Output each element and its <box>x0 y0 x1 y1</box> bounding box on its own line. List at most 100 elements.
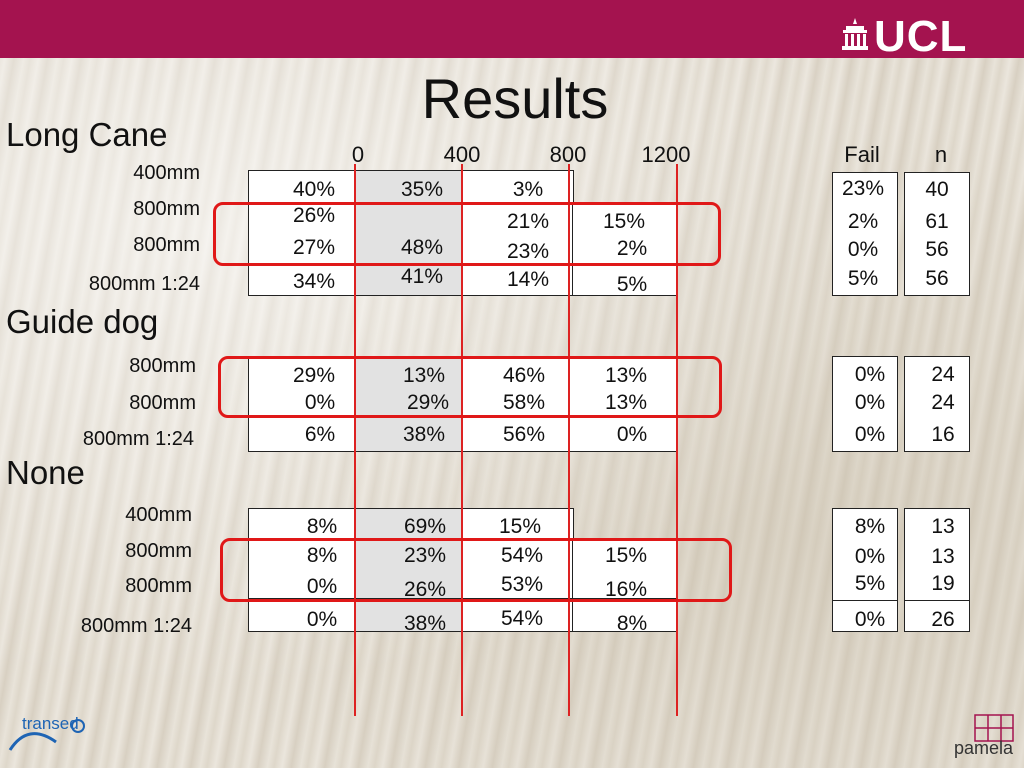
table-cell: 69% <box>403 515 447 538</box>
n-cell: 24 <box>931 363 955 386</box>
fail-cell: 0% <box>847 238 879 261</box>
table-cell: 8% <box>306 515 338 538</box>
fail-cell: 5% <box>854 572 886 595</box>
highlight-box <box>220 538 732 602</box>
fail-cell: 0% <box>854 391 886 414</box>
fail-cell: 0% <box>854 423 886 446</box>
table-cell: 38% <box>403 612 447 635</box>
highlight-box <box>218 356 722 418</box>
row-label: 800mm <box>125 540 192 562</box>
table-cell: 3% <box>512 178 544 201</box>
section-label-long-cane: Long Cane <box>6 116 168 153</box>
tick-0: 0 <box>351 142 365 167</box>
row-label: 400mm <box>125 504 192 526</box>
pamela-logo-text: pamela <box>954 738 1014 758</box>
row-divider <box>833 600 897 601</box>
row-divider <box>905 600 969 601</box>
table-cell: 15% <box>498 515 542 538</box>
table-cell: 27% <box>292 236 336 259</box>
table-cell: 8% <box>616 612 648 635</box>
fail-cell: 5% <box>847 267 879 290</box>
table-cell: 13% <box>402 364 446 387</box>
table-cell: 21% <box>506 210 550 233</box>
tick-400: 400 <box>443 142 481 167</box>
table-cell: 29% <box>292 364 336 387</box>
n-cell: 16 <box>931 423 955 446</box>
table-cell: 0% <box>306 608 338 631</box>
pamela-grid-icon <box>974 714 1014 742</box>
table-cell: 48% <box>400 236 444 259</box>
n-cell: 26 <box>931 608 955 631</box>
portico-icon <box>842 18 868 50</box>
n-column-box <box>904 172 970 296</box>
table-cell: 16% <box>604 578 648 601</box>
table-cell: 29% <box>406 391 450 414</box>
table-cell: 35% <box>400 178 444 201</box>
n-cell: 13 <box>931 515 955 538</box>
row-label: 400mm <box>133 162 200 184</box>
none-table-extension <box>572 540 678 632</box>
table-cell: 38% <box>402 423 446 446</box>
fail-header: Fail <box>844 142 880 167</box>
table-cell: 41% <box>400 265 444 288</box>
fail-cell: 8% <box>854 515 886 538</box>
row-label: 800mm <box>125 575 192 597</box>
marker-line-1200 <box>676 164 678 716</box>
n-cell: 24 <box>931 391 955 414</box>
n-cell: 56 <box>925 238 949 261</box>
highlight-box <box>213 202 721 266</box>
table-cell: 5% <box>616 273 648 296</box>
fail-cell: 2% <box>847 210 879 233</box>
ucl-logo-text: UCL <box>874 12 968 61</box>
transed-logo-text: transed <box>22 714 79 733</box>
table-cell: 13% <box>604 391 648 414</box>
marker-line-800 <box>568 164 570 716</box>
n-cell: 56 <box>925 267 949 290</box>
fail-column-box <box>832 508 898 632</box>
table-cell: 14% <box>506 268 550 291</box>
n-cell: 40 <box>925 178 949 201</box>
transed-logo: transed <box>8 712 104 752</box>
table-cell: 56% <box>502 423 546 446</box>
shaded-column <box>355 171 463 295</box>
fail-cell: 23% <box>841 177 885 200</box>
table-cell: 54% <box>500 544 544 567</box>
row-label: 800mm 1:24 <box>88 273 200 295</box>
table-cell: 15% <box>602 210 646 233</box>
slide-title: Results <box>421 67 609 130</box>
table-cell: 2% <box>616 237 648 260</box>
row-label: 800mm <box>133 198 200 220</box>
n-header: n <box>934 142 948 167</box>
fail-cell: 0% <box>854 545 886 568</box>
table-cell: 0% <box>304 391 336 414</box>
table-cell: 0% <box>306 575 338 598</box>
table-cell: 23% <box>506 240 550 263</box>
row-label: 800mm 1:24 <box>82 428 194 450</box>
table-cell: 58% <box>502 391 546 414</box>
n-column-box <box>904 356 970 452</box>
transed-logo-graphic <box>8 719 85 751</box>
table-cell: 40% <box>292 178 336 201</box>
table-cell: 26% <box>292 204 336 227</box>
table-cell: 0% <box>616 423 648 446</box>
tick-800: 800 <box>549 142 587 167</box>
row-label: 800mm <box>133 234 200 256</box>
tick-1200: 1200 <box>641 142 691 167</box>
row-label: 800mm <box>129 355 196 377</box>
n-cell: 13 <box>931 545 955 568</box>
table-cell: 53% <box>500 573 544 596</box>
table-cell: 26% <box>403 578 447 601</box>
table-cell: 6% <box>304 423 336 446</box>
row-label: 800mm <box>129 392 196 414</box>
section-label-guide-dog: Guide dog <box>6 303 159 340</box>
fail-column-box <box>832 172 898 296</box>
table-cell: 54% <box>500 607 544 630</box>
table-cell: 15% <box>604 544 648 567</box>
table-cell: 23% <box>403 544 447 567</box>
table-cell: 34% <box>292 270 336 293</box>
marker-line-0 <box>354 164 356 716</box>
pamela-logo: pamela <box>948 714 1018 764</box>
table-cell: 46% <box>502 364 546 387</box>
table-cell: 8% <box>306 544 338 567</box>
n-cell: 19 <box>931 572 955 595</box>
